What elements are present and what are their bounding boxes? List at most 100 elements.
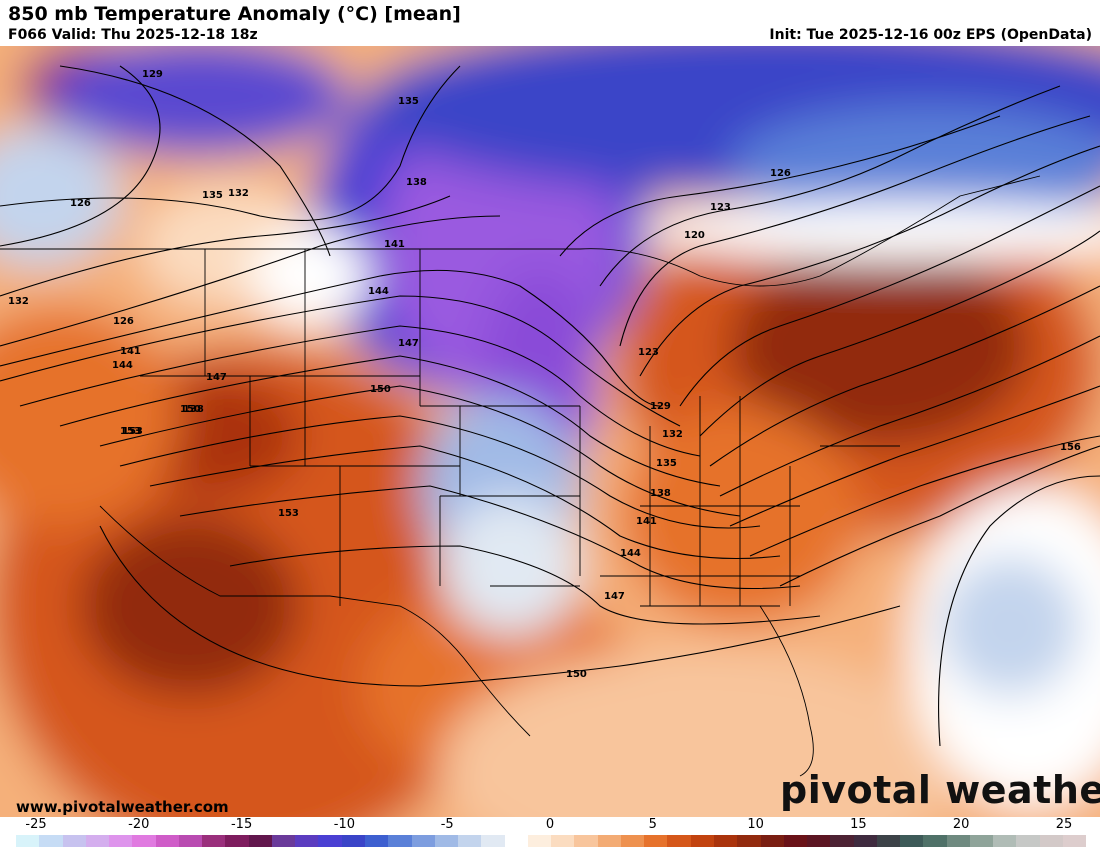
header: 850 mb Temperature Anomaly (°C) [mean] F… (0, 0, 1100, 46)
anomaly-map[interactable]: 129 126 132 135 132 135 138 141 144 147 … (0, 46, 1100, 817)
contour-label: 150 (180, 404, 201, 415)
contour-label: 144 (620, 548, 641, 559)
colorbar-cell (248, 835, 272, 847)
colorbar-cell (434, 835, 459, 847)
contour-label: 153 (120, 426, 141, 437)
contour-label: 147 (604, 591, 625, 602)
contour-label: 123 (710, 202, 731, 213)
contour-label: 141 (636, 516, 657, 527)
contour-label: 120 (684, 230, 705, 241)
colorbar-cell (900, 835, 924, 847)
valid-time: F066 Valid: Thu 2025-12-18 18z (8, 27, 258, 43)
contour-label: 126 (70, 198, 91, 209)
colorbar-cell (690, 835, 714, 847)
contour-label: 153 (122, 426, 143, 437)
colorbar-tick-label: -20 (128, 817, 150, 832)
colorbar-cell (1062, 835, 1087, 847)
colorbar-cell (504, 835, 528, 847)
colorbar-cell (644, 835, 668, 847)
colorbar-cell (713, 835, 738, 847)
colorbar-cell (225, 835, 249, 847)
colorbar-cell (783, 835, 808, 847)
height-contours (0, 65, 1100, 747)
colorbar-cell (620, 835, 645, 847)
colorbar-cell (853, 835, 877, 847)
contour-label: 126 (113, 316, 134, 327)
colorbar-cell (318, 835, 342, 847)
colorbar-cell (876, 835, 901, 847)
colorbar-cell (62, 835, 86, 847)
contour-label: 147 (206, 372, 227, 383)
init-time: Init: Tue 2025-12-16 00z EPS (OpenData) (769, 27, 1092, 43)
colorbar-tick-label: 10 (747, 817, 764, 832)
colorbar-cell (271, 835, 296, 847)
colorbar-cell (527, 835, 552, 847)
contour-label: 132 (228, 188, 249, 199)
colorbar-cell (132, 835, 156, 847)
map-canvas: 129 126 132 135 132 135 138 141 144 147 … (0, 46, 1100, 817)
anomaly-field (0, 46, 1100, 817)
colorbar-tick-label: -25 (25, 817, 47, 832)
colorbar-cell (481, 835, 505, 847)
contour-label: 144 (368, 286, 389, 297)
colorbar-cell (39, 835, 63, 847)
contour-label: 126 (770, 168, 791, 179)
colorbar-cell (993, 835, 1017, 847)
contour-label: 150 (370, 384, 391, 395)
colorbar-cell (807, 835, 831, 847)
colorbar-cell (760, 835, 784, 847)
map-title: 850 mb Temperature Anomaly (°C) [mean] (8, 3, 461, 25)
colorbar-cell (295, 835, 319, 847)
colorbar-tick-label: -10 (333, 817, 356, 832)
colorbar-cell (969, 835, 994, 847)
colorbar-cell (16, 835, 40, 847)
contour-label: 129 (142, 69, 163, 80)
contour-label: 132 (8, 296, 29, 307)
colorbar-ticks: -25 -20 -15 -10 -5 0 5 10 15 20 25 (0, 817, 1100, 835)
colorbar-tick-label: 5 (648, 817, 657, 832)
contour-label: 150 (566, 669, 587, 680)
colorbar-cell (458, 835, 482, 847)
colorbar-cell (155, 835, 179, 847)
contour-label: 138 (183, 404, 204, 415)
contour-labels: 129 126 132 135 132 135 138 141 144 147 … (8, 69, 1081, 680)
colorbar-tick-label: -15 (230, 817, 253, 832)
colorbar-cell (737, 835, 761, 847)
contour-label: 147 (398, 338, 419, 349)
colorbar-cell (364, 835, 389, 847)
contour-label: 156 (1060, 442, 1081, 453)
colorbar-cell (341, 835, 365, 847)
contour-label: 135 (398, 96, 419, 107)
contour-label: 144 (112, 360, 133, 371)
colorbar-cell (946, 835, 970, 847)
colorbar-cell (202, 835, 226, 847)
colorbar-cell (411, 835, 435, 847)
colorbar-cell (597, 835, 621, 847)
colorbar-cell (388, 835, 412, 847)
contour-label: 141 (384, 239, 405, 250)
brand-logo: pivotal weather (780, 768, 1100, 812)
contour-label: 138 (406, 177, 427, 188)
contour-label: 129 (650, 401, 671, 412)
colorbar-cell (830, 835, 854, 847)
contour-label: 135 (202, 190, 223, 201)
contour-label: 135 (656, 458, 677, 469)
contour-label: 123 (638, 347, 659, 358)
colorbar-cell (85, 835, 110, 847)
colorbar-cell (667, 835, 691, 847)
colorbar-cell (1016, 835, 1040, 847)
colorbar-cell (109, 835, 133, 847)
colorbar-tick-label: 20 (952, 817, 970, 832)
political-boundaries (0, 175, 1041, 777)
colorbar-tick-label: 25 (1055, 817, 1073, 832)
contour-label: 141 (120, 346, 141, 357)
colorbar-tick-label: -5 (440, 817, 454, 832)
contour-label: 138 (650, 488, 671, 499)
colorbar-cell (178, 835, 203, 847)
contour-label: 132 (662, 429, 683, 440)
colorbar-tick-label: 15 (850, 817, 867, 832)
colorbar-tick-label: 0 (545, 817, 555, 832)
colorbar-cell (574, 835, 598, 847)
colorbar-cell (1039, 835, 1063, 847)
contour-label: 153 (278, 508, 299, 519)
